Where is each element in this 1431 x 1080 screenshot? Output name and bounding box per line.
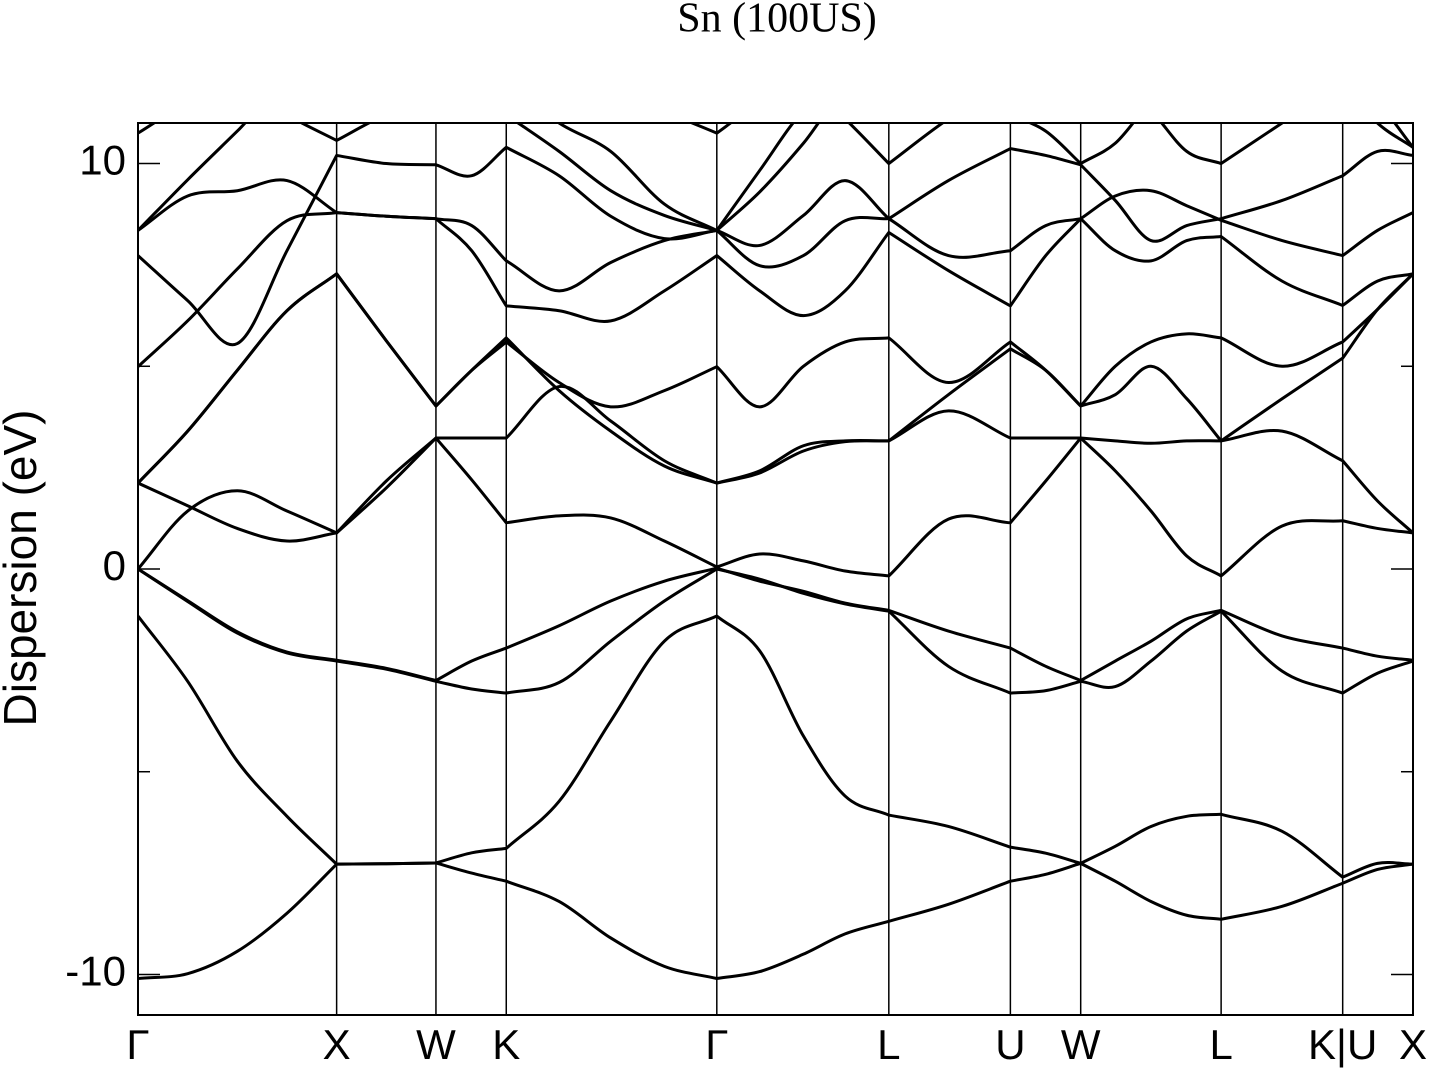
band-line <box>138 566 1413 682</box>
band-line <box>688 123 1413 166</box>
band-line <box>138 272 1413 485</box>
y-tick-label: 10 <box>79 137 126 184</box>
plot-area <box>138 123 1413 981</box>
y-axis-label: Dispersion (eV) <box>0 410 46 727</box>
x-tick-label: W <box>1061 1021 1101 1068</box>
x-tick-label: L <box>877 1021 900 1068</box>
x-tick-label: W <box>416 1021 456 1068</box>
y-tick-label: -10 <box>65 948 126 995</box>
y-tick-label: 0 <box>103 542 126 589</box>
x-tick-label: X <box>1399 1021 1427 1068</box>
x-tick-label: X <box>323 1021 351 1068</box>
band-line <box>138 123 1413 232</box>
x-tick-label: K|U <box>1308 1021 1377 1068</box>
x-tick-label: Γ <box>126 1021 149 1068</box>
x-tick-label: U <box>995 1021 1025 1068</box>
chart-title: Sn (100US) <box>677 0 877 42</box>
x-tick-label: K <box>492 1021 520 1068</box>
band-line <box>138 147 1413 293</box>
band-line <box>138 385 1413 543</box>
band-line <box>138 436 1413 578</box>
x-tick-label: L <box>1209 1021 1232 1068</box>
band-line <box>138 614 1413 879</box>
x-tick-label: Γ <box>705 1021 728 1068</box>
